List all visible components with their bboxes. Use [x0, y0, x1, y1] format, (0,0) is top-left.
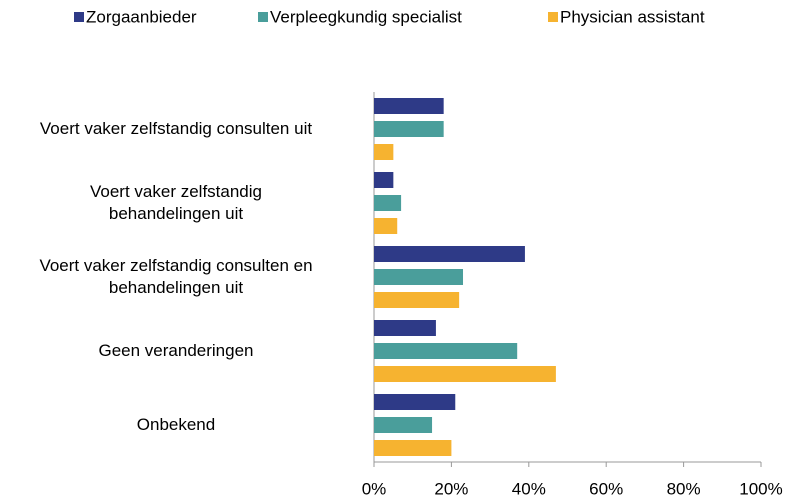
- y-tick-label: Voert vaker zelfstandig consulten en beh…: [39, 256, 313, 297]
- bar: [374, 417, 433, 433]
- bar: [374, 195, 402, 211]
- legend-label: Zorgaanbieder: [86, 7, 197, 26]
- bar: [374, 394, 456, 410]
- y-tick-label: Onbekend: [136, 415, 216, 434]
- x-tick-label: 100%: [739, 479, 782, 498]
- bar: [374, 121, 444, 137]
- x-tick-label: 0%: [362, 479, 387, 498]
- bar: [374, 172, 394, 188]
- bar: [374, 440, 452, 456]
- legend-swatch: [258, 12, 268, 22]
- x-tick-label: 20%: [434, 479, 468, 498]
- x-tick-label: 40%: [512, 479, 546, 498]
- bar: [374, 246, 525, 262]
- y-tick-label: Geen veranderingen: [98, 341, 254, 360]
- legend-label: Physician assistant: [560, 7, 705, 26]
- bar: [374, 218, 398, 234]
- legend-swatch: [548, 12, 558, 22]
- legend-swatch: [74, 12, 84, 22]
- bar: [374, 320, 436, 336]
- legend-label: Verpleegkundig specialist: [270, 7, 462, 26]
- x-tick-label: 60%: [589, 479, 623, 498]
- x-tick-label: 80%: [667, 479, 701, 498]
- bar: [374, 366, 556, 382]
- bar: [374, 269, 464, 285]
- bar: [374, 98, 444, 114]
- bar: [374, 144, 394, 160]
- y-tick-label: Voert vaker zelfstandig behandelingen ui…: [90, 182, 262, 223]
- y-tick-label: Voert vaker zelfstandig consulten uit: [39, 119, 313, 138]
- bar: [374, 292, 460, 308]
- bar: [374, 343, 518, 359]
